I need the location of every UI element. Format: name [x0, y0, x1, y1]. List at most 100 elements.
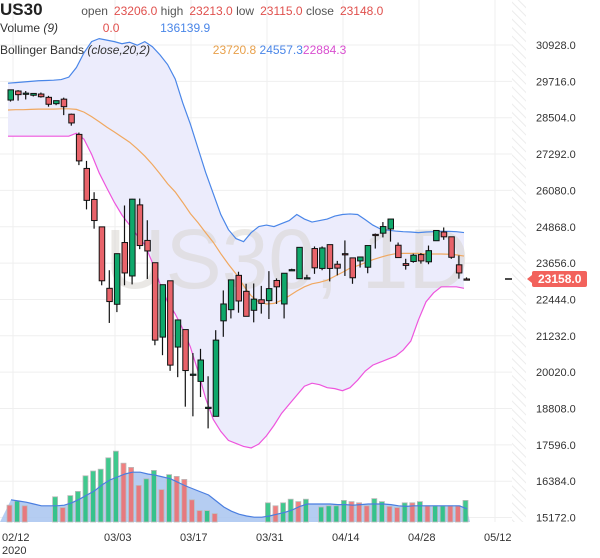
bollinger-legend[interactable]: Bollinger Bands (close,20,2) 23720.8 245… — [0, 43, 346, 57]
y-axis-tick: 27292.0 — [536, 149, 576, 161]
volume-bar — [59, 507, 66, 523]
volume-bar — [432, 505, 439, 523]
volume-bar — [75, 490, 81, 523]
candle — [106, 287, 113, 303]
x-axis-tick: 02/12 — [2, 532, 30, 544]
x-axis-tick: 03/03 — [104, 532, 132, 544]
candle — [243, 290, 250, 317]
volume-bar — [325, 505, 332, 523]
candle — [387, 218, 394, 230]
volume-bar — [371, 498, 378, 523]
candle — [455, 264, 463, 274]
candle — [129, 198, 136, 277]
candle — [379, 226, 387, 234]
y-axis-tick: 18808.0 — [536, 404, 576, 416]
volume-bar — [188, 499, 195, 523]
low-value: 23115.0 — [260, 4, 303, 18]
volume-bar — [90, 470, 96, 523]
candle — [319, 247, 326, 269]
volume-bar — [135, 484, 142, 523]
candle — [144, 239, 151, 252]
x-axis-year: 2020 — [2, 545, 26, 557]
candle — [136, 204, 144, 247]
bb-lower-value: 22884.3 — [302, 43, 347, 57]
y-axis-tick: 29716.0 — [536, 76, 576, 88]
candle — [212, 339, 220, 417]
x-axis-tick: 03/17 — [180, 532, 208, 544]
volume-bar — [363, 505, 370, 523]
volume-bar — [409, 502, 416, 523]
candle — [60, 98, 68, 108]
ohlc-legend: US30 open 23206.0 high 23213.0 low 23115.0 … — [0, 0, 383, 20]
x-axis-tick: 05/12 — [484, 532, 512, 544]
candle — [296, 246, 303, 280]
volume-bar — [196, 510, 203, 523]
bollinger-middle-line — [7, 108, 465, 305]
open-label: open — [81, 4, 108, 18]
candle — [258, 299, 265, 304]
candle — [265, 288, 273, 302]
volume-label: Volume — [0, 21, 41, 35]
close-label: close — [305, 4, 334, 18]
y-axis-tick: 28504.0 — [536, 113, 576, 125]
symbol-label: US30 — [0, 0, 43, 19]
volume-bar — [21, 505, 28, 523]
open-value: 23206.0 — [113, 4, 158, 18]
volume-bar — [204, 510, 211, 523]
candle — [433, 229, 440, 242]
volume-bar — [211, 513, 218, 523]
bollinger-params: (close,20,2) — [87, 43, 151, 57]
candle — [83, 167, 90, 201]
last-price-tag: 23158.0 — [532, 271, 588, 287]
candle — [22, 92, 30, 95]
candle — [463, 278, 470, 281]
candle — [151, 262, 159, 341]
volume-bar — [128, 466, 135, 523]
candle — [410, 254, 417, 263]
candle — [402, 263, 410, 266]
candle — [68, 113, 75, 124]
volume-params: (9) — [43, 21, 59, 35]
volume-ma-line — [10, 471, 468, 518]
candle — [91, 198, 98, 222]
bollinger-label: Bollinger Bands — [0, 43, 85, 57]
candle — [75, 133, 83, 162]
candle — [425, 250, 432, 263]
volume-bar — [462, 499, 469, 523]
candle — [227, 279, 235, 311]
candle — [311, 248, 318, 269]
candle — [15, 90, 22, 96]
candle — [357, 256, 364, 262]
volume-legend[interactable]: Volume (9) 0.0 136139.9 — [0, 21, 210, 35]
volume-bar — [356, 502, 363, 523]
candle — [7, 89, 14, 101]
volume-bar — [82, 475, 89, 523]
volume-bar — [264, 502, 271, 523]
y-axis-tick: 21232.0 — [536, 331, 576, 343]
volume-bar — [14, 500, 21, 523]
volume-bar — [173, 475, 180, 523]
volume-bar — [454, 505, 461, 523]
high-label: high — [160, 4, 184, 18]
bollinger-band-fill — [8, 38, 464, 448]
volume-bar — [416, 501, 423, 523]
candle — [53, 100, 60, 105]
volume-bar — [150, 469, 157, 523]
y-axis-tick: 23656.0 — [536, 258, 576, 270]
volume-bar — [52, 496, 58, 523]
y-axis-tick: 22444.0 — [536, 294, 576, 306]
high-value: 23213.0 — [189, 4, 233, 18]
volume-bar — [302, 498, 309, 523]
volume-bar — [97, 468, 104, 523]
x-axis-tick: 04/28 — [408, 532, 436, 544]
candle — [113, 253, 121, 305]
x-axis-tick: 03/31 — [256, 532, 284, 544]
y-axis-tick: 30928.0 — [536, 40, 576, 52]
bollinger-lower-line — [8, 132, 465, 449]
candle — [159, 284, 166, 338]
volume-bar — [120, 462, 127, 523]
candle — [37, 93, 45, 98]
x-axis-tick: 04/14 — [332, 532, 360, 544]
y-axis-tick: 15172.0 — [536, 513, 576, 525]
